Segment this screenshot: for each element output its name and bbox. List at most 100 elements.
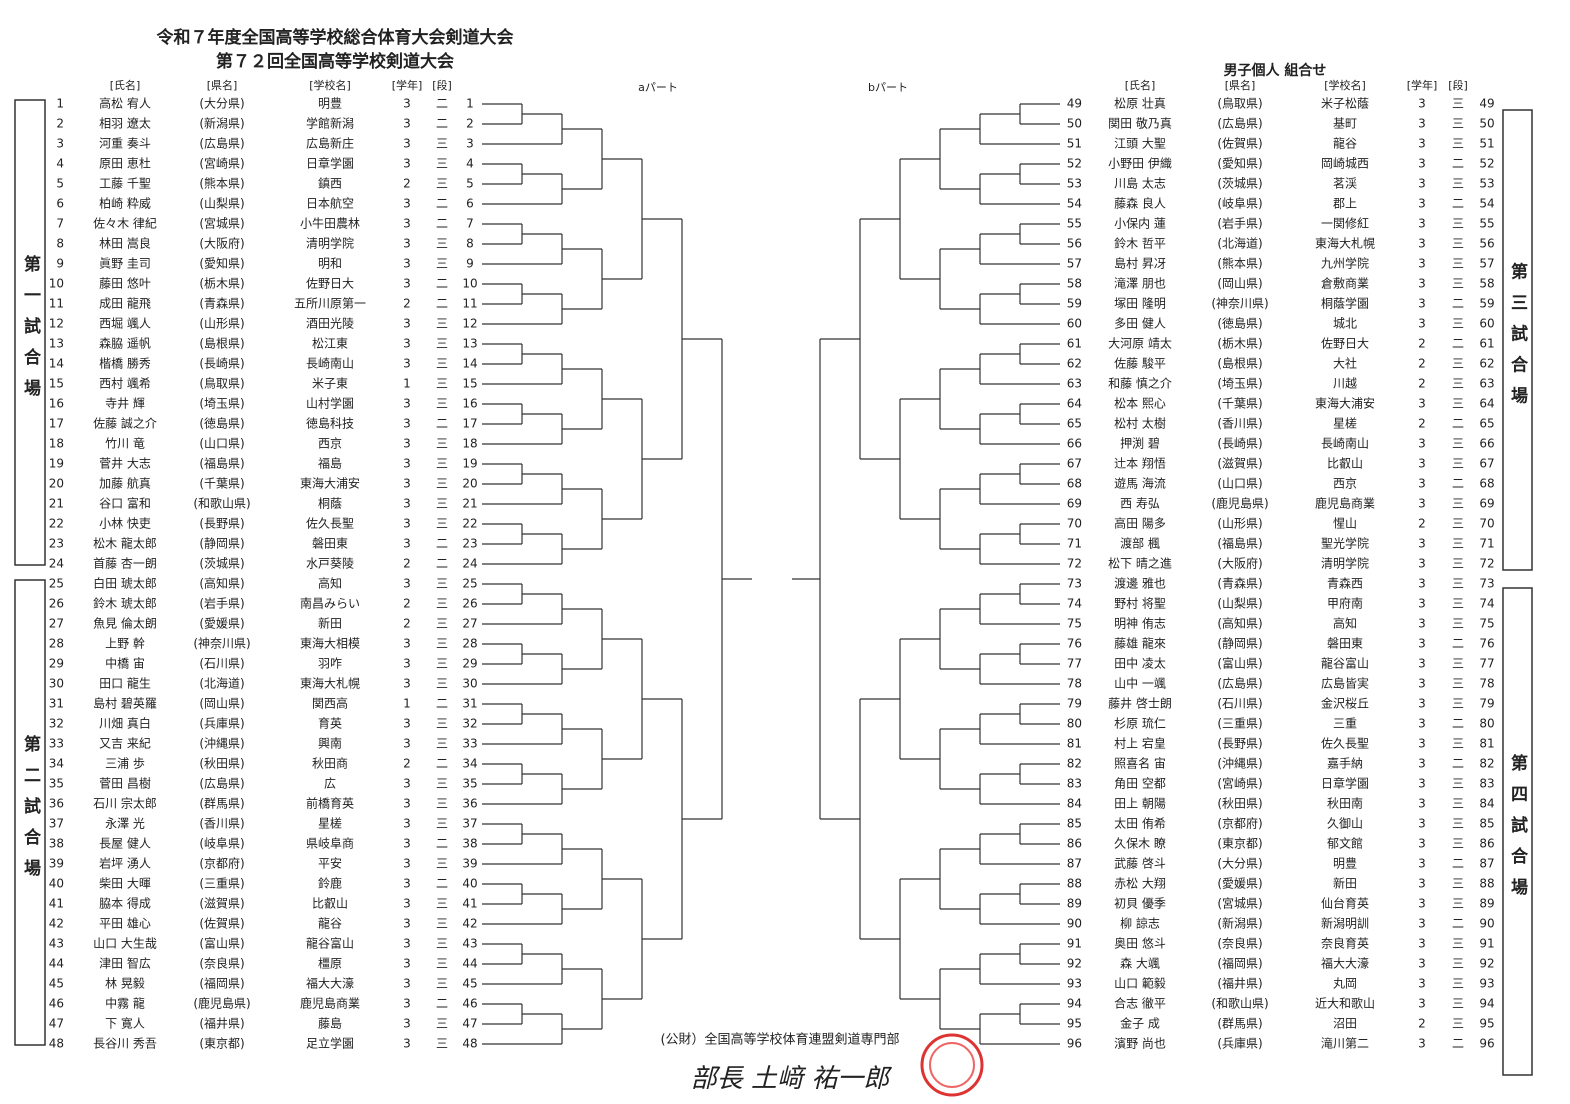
- entry-grade: 3: [1418, 757, 1426, 771]
- entry-grade: 3: [1418, 717, 1426, 731]
- entry-school: 清明学院: [306, 236, 354, 251]
- entry-pref: (和歌山県): [1211, 996, 1268, 1011]
- entry-pref: (徳島県): [199, 416, 244, 431]
- entry-school: 龍谷: [318, 916, 342, 931]
- entry-name: 小保内 蓮: [1114, 217, 1166, 231]
- entry-grade: 3: [403, 437, 411, 451]
- entry-no: 48: [49, 1037, 64, 1051]
- entry-grade: 2: [403, 297, 411, 311]
- entry-pref: (広島県): [199, 136, 244, 151]
- bracket-no: 79: [1479, 697, 1494, 711]
- entry-no: 39: [49, 857, 64, 871]
- entry-no: 81: [1067, 737, 1082, 751]
- entry-no: 55: [1067, 217, 1082, 231]
- entry-grade: 3: [403, 117, 411, 131]
- entry-grade: 2: [403, 597, 411, 611]
- entry-name: 田口 龍生: [99, 676, 151, 691]
- entry-no: 77: [1067, 657, 1082, 671]
- entry-grade: 3: [1418, 977, 1426, 991]
- entry-grade: 3: [1418, 917, 1426, 931]
- column-header: [学校名]: [309, 78, 351, 92]
- entry-no: 5: [56, 177, 64, 191]
- bracket-no: 22: [462, 517, 477, 531]
- entry-no: 95: [1067, 1017, 1082, 1031]
- entry-school: 日本航空: [306, 196, 354, 211]
- entry-grade: 3: [1418, 257, 1426, 271]
- entry-no: 87: [1067, 857, 1082, 871]
- entry-dan: 三: [1452, 177, 1464, 191]
- entry-dan: 三: [1452, 777, 1464, 791]
- entry-school: 星槎: [318, 816, 342, 831]
- entry-pref: (岐阜県): [199, 837, 244, 851]
- entry-pref: (佐賀県): [1217, 137, 1262, 151]
- entry-no: 25: [49, 577, 64, 591]
- bracket-no: 12: [462, 317, 477, 331]
- entry-dan: 二: [436, 537, 448, 551]
- entry-no: 96: [1067, 1037, 1082, 1051]
- entry-dan: 三: [1452, 817, 1464, 831]
- entry-pref: (高知県): [1217, 616, 1262, 631]
- entry-grade: 3: [1418, 697, 1426, 711]
- entry-pref: (青森県): [1217, 576, 1262, 591]
- entry-name: 小林 快吏: [99, 516, 151, 531]
- entry-name: 上野 幹: [105, 636, 145, 651]
- bracket-no: 28: [462, 637, 477, 651]
- entry-grade: 2: [1418, 357, 1426, 371]
- bracket-no: 11: [462, 297, 477, 311]
- entry-dan: 三: [1452, 877, 1464, 891]
- entry-no: 33: [49, 737, 64, 751]
- entry-no: 31: [49, 697, 64, 711]
- entry-name: 塚田 隆明: [1114, 296, 1166, 311]
- column-header: [段]: [432, 78, 452, 92]
- signature: 部長 土﨑 祐一郎: [691, 1064, 893, 1094]
- entry-dan: 二: [436, 557, 448, 571]
- entry-no: 58: [1067, 277, 1082, 291]
- entry-no: 12: [49, 317, 64, 331]
- entry-pref: (福井県): [1217, 976, 1262, 991]
- entry-school: 西京: [1333, 477, 1357, 491]
- entry-school: 鈴鹿: [318, 876, 342, 891]
- bracket-no: 53: [1479, 177, 1494, 191]
- subtitle: 第７２回全国高等学校剣道大会: [216, 51, 454, 72]
- column-header: [学年]: [392, 78, 423, 92]
- entry-no: 41: [49, 897, 64, 911]
- entry-dan: 三: [436, 717, 448, 731]
- entry-school: 清明学院: [1321, 556, 1369, 571]
- entry-grade: 3: [403, 357, 411, 371]
- entry-school: 前橋育英: [306, 796, 354, 811]
- entry-school: 明豊: [318, 97, 342, 111]
- entry-pref: (三重県): [199, 877, 244, 891]
- entry-name: 川島 太志: [1114, 176, 1166, 191]
- entry-no: 22: [49, 517, 64, 531]
- bracket-no: 39: [462, 857, 477, 871]
- entry-pref: (宮崎県): [199, 156, 244, 171]
- bracket-no: 43: [462, 937, 477, 951]
- entry-school: 関西高: [312, 696, 348, 711]
- entry-grade: 3: [403, 857, 411, 871]
- entry-pref: (島根県): [199, 336, 244, 351]
- entry-grade: 3: [403, 897, 411, 911]
- entry-pref: (兵庫県): [199, 717, 244, 731]
- entry-pref: (静岡県): [199, 537, 244, 551]
- entry-pref: (鳥取県): [199, 376, 244, 391]
- entry-pref: (岡山県): [199, 697, 244, 711]
- entry-dan: 二: [1452, 917, 1464, 931]
- entry-grade: 3: [403, 417, 411, 431]
- entry-pref: (福岡県): [199, 976, 244, 991]
- entry-pref: (宮崎県): [1217, 776, 1262, 791]
- entry-grade: 3: [1418, 737, 1426, 751]
- seal: [929, 1042, 975, 1088]
- entry-dan: 二: [1452, 157, 1464, 171]
- entry-name: 津田 智広: [99, 956, 151, 971]
- entry-name: 楷橋 勝秀: [99, 356, 151, 371]
- entry-dan: 二: [436, 697, 448, 711]
- entry-pref: (岩手県): [1217, 216, 1262, 231]
- bracket-no: 88: [1479, 877, 1494, 891]
- entry-dan: 二: [1452, 477, 1464, 491]
- entry-dan: 三: [1452, 957, 1464, 971]
- entry-name: 平田 雄心: [99, 916, 151, 931]
- entry-dan: 二: [1452, 337, 1464, 351]
- entry-name: 太田 侑希: [1114, 816, 1166, 831]
- venue-box: [14, 99, 46, 566]
- entry-no: 16: [49, 397, 64, 411]
